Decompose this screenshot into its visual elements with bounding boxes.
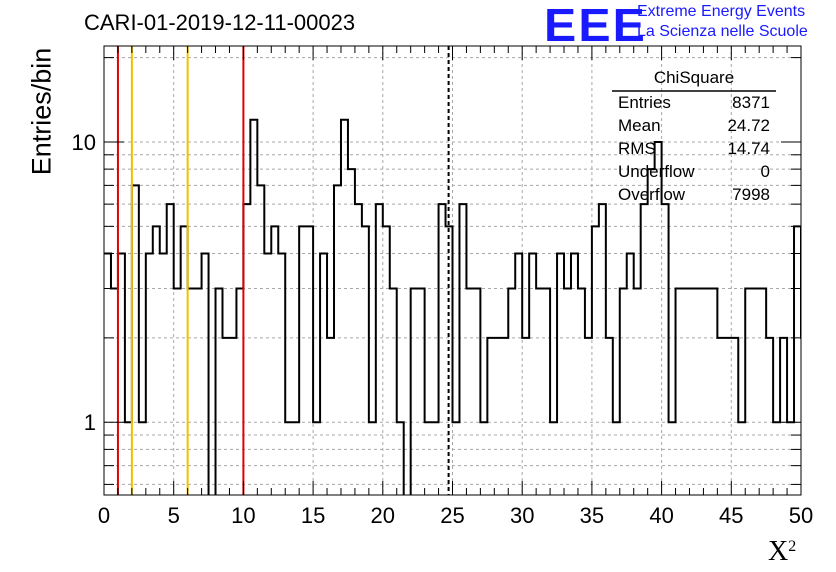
stat-value: 8371 <box>732 93 770 112</box>
x-tick-label: 10 <box>231 503 255 528</box>
stat-label: Mean <box>618 116 661 135</box>
eee-logo: EEE <box>544 0 647 51</box>
x-tick-label: 0 <box>98 503 110 528</box>
stats-title: ChiSquare <box>653 68 735 87</box>
stat-value: 14.74 <box>727 139 770 158</box>
stat-value: 0 <box>760 162 770 181</box>
histogram-series <box>104 118 801 495</box>
x-axis-title-base: X <box>768 536 789 567</box>
x-tick-label: 45 <box>719 503 743 528</box>
x-tick-label: 25 <box>440 503 464 528</box>
x-tick-label: 30 <box>510 503 534 528</box>
stat-value: 7998 <box>732 185 770 204</box>
stat-label: RMS <box>618 139 656 158</box>
stat-value: 24.72 <box>727 116 770 135</box>
run-title: CARI-01-2019-12-11-00023 <box>84 10 356 35</box>
logo-line-2: La Scienza nelle Scuole <box>637 23 808 40</box>
x-tick-label: 40 <box>649 503 673 528</box>
y-axis-title: Entries/bin <box>26 47 57 176</box>
x-tick-label: 50 <box>789 503 813 528</box>
y-tick-label: 1 <box>84 410 96 435</box>
x-axis-title: X2 <box>768 536 796 568</box>
stat-label: Underflow <box>618 162 695 181</box>
y-tick-label: 10 <box>72 130 96 155</box>
x-tick-label: 20 <box>371 503 395 528</box>
x-axis-title-sup: 2 <box>788 538 797 555</box>
stat-label: Overflow <box>618 185 686 204</box>
logo-line-1: Extreme Energy Events <box>637 3 806 20</box>
stat-label: Entries <box>618 93 671 112</box>
x-tick-label: 15 <box>301 503 325 528</box>
x-tick-label: 35 <box>580 503 604 528</box>
x-tick-label: 5 <box>168 503 180 528</box>
